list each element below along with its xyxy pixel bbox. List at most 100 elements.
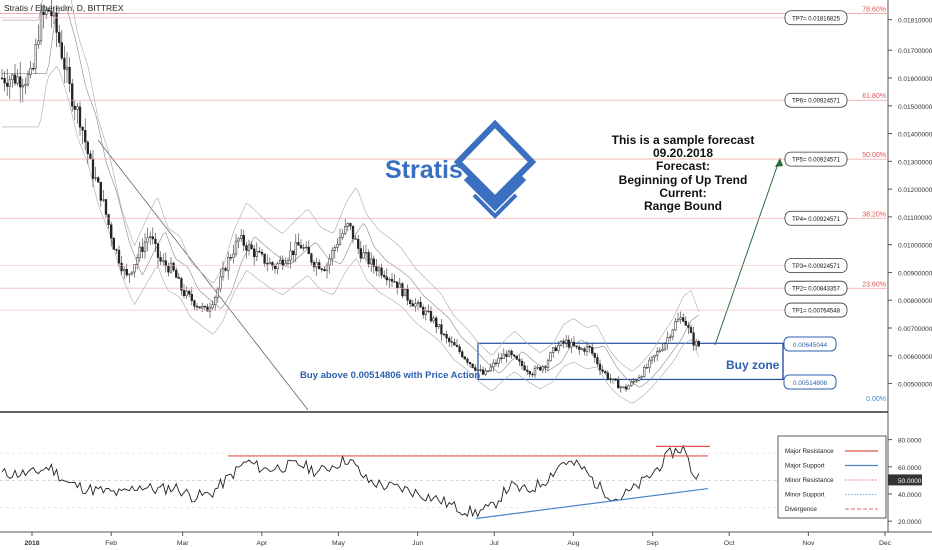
time-tick-label: Jul [490, 540, 499, 547]
price-tick-label: 0.01300000 [898, 159, 932, 166]
candle-body [627, 385, 630, 390]
fib-label: 50.00% [862, 152, 886, 159]
candle-body [572, 341, 576, 347]
arrow-head [775, 158, 783, 167]
price-tick-label: 0.01700000 [898, 48, 932, 55]
candle-body [507, 350, 511, 357]
candle-body [458, 346, 461, 352]
candle-body [42, 11, 45, 15]
time-tick-label: Sep [647, 540, 659, 547]
candle-body [279, 259, 282, 264]
candle-body [450, 341, 453, 343]
target-label: TP3= 0.00924571 [792, 264, 841, 270]
candle-body [663, 343, 667, 350]
candle-body [71, 83, 74, 107]
candle-body [65, 66, 69, 70]
time-tick-label: Oct [724, 540, 735, 547]
candle-body [637, 377, 641, 381]
candle-body [221, 268, 225, 278]
candle-body [229, 257, 232, 259]
target-label: TP5= 0.00924571 [792, 158, 841, 164]
target-label: TP1= 0.00764548 [792, 309, 841, 315]
legend-frame [777, 435, 887, 519]
osc-midline-label: 50.0000 [898, 478, 922, 485]
candle-body [375, 266, 378, 272]
candle-body [297, 242, 300, 246]
candle-body [125, 269, 128, 276]
candle-body [562, 340, 565, 344]
candle-body [164, 260, 167, 267]
candle-body [656, 351, 659, 356]
candle-body [13, 74, 17, 84]
forecast-line: Forecast: [656, 159, 710, 173]
candle-body [29, 68, 32, 75]
fib-label: 78.60% [862, 7, 886, 14]
candle-body [110, 224, 113, 239]
candle-body [159, 257, 162, 262]
candle-body [398, 283, 401, 289]
candle-body [76, 106, 79, 110]
candle-body [364, 252, 368, 254]
candle-body [424, 310, 427, 315]
fib-label: 23.60% [862, 281, 886, 288]
candle-body [518, 359, 521, 362]
legend-label: Minor Support [785, 492, 825, 499]
candle-body [419, 302, 422, 308]
candle-body [302, 247, 305, 249]
candle-body [614, 378, 617, 381]
candle-body [240, 235, 243, 239]
candle-body [578, 346, 581, 350]
candle-body [570, 341, 573, 348]
candle-body [338, 237, 342, 245]
candle-body [346, 223, 349, 227]
candle-body [676, 319, 680, 322]
candle-body [661, 348, 664, 351]
candle-body [323, 269, 326, 272]
candle-body [310, 253, 313, 263]
candle-body [151, 236, 154, 240]
candle-body [253, 248, 256, 257]
forecast-line: Current: [659, 186, 706, 200]
legend-box: Major Resistance Major Support Minor Resis… [777, 435, 887, 519]
candle-body [466, 358, 469, 363]
buy-zone-lower-value: 0.00514806 [793, 380, 828, 387]
candle-body [531, 373, 534, 376]
logo-text: Stratis [385, 156, 463, 184]
candle-body [580, 348, 583, 350]
candle-body [544, 366, 547, 368]
candle-body [86, 141, 89, 155]
candle-body [622, 386, 625, 388]
candle-body [37, 40, 40, 45]
candle-body [401, 283, 404, 297]
target-tag [784, 258, 848, 274]
osc-tick-label: 20.0000 [898, 519, 922, 526]
time-tick-label: Feb [105, 540, 117, 547]
candle-body [585, 346, 589, 352]
forecast-line: Range Bound [644, 199, 722, 213]
candle-body [515, 355, 518, 360]
candle-body [565, 339, 568, 344]
candle-body [247, 244, 251, 251]
candle-body [99, 181, 102, 201]
candle-body [640, 376, 643, 378]
candle-body [104, 199, 108, 215]
candle-body [177, 277, 180, 279]
candle-body [528, 371, 531, 375]
candle-body [380, 267, 383, 276]
candle-body [154, 238, 157, 244]
candle-body [697, 341, 700, 347]
legend-label: Major Resistance [785, 448, 834, 455]
price-tick-label: 0.00600000 [898, 354, 932, 361]
price-tick-label: 0.01200000 [898, 187, 932, 194]
candle-body [692, 332, 695, 346]
buy-zone [477, 342, 784, 381]
candles [0, 0, 700, 393]
candle-body [130, 271, 134, 275]
forecast-line: 09.20.2018 [653, 146, 713, 160]
candle-body [385, 276, 388, 281]
candle-body [185, 290, 188, 297]
candle-body [606, 372, 609, 379]
candle-body [598, 363, 602, 371]
candle-body [539, 367, 542, 371]
candle-body [601, 369, 604, 372]
